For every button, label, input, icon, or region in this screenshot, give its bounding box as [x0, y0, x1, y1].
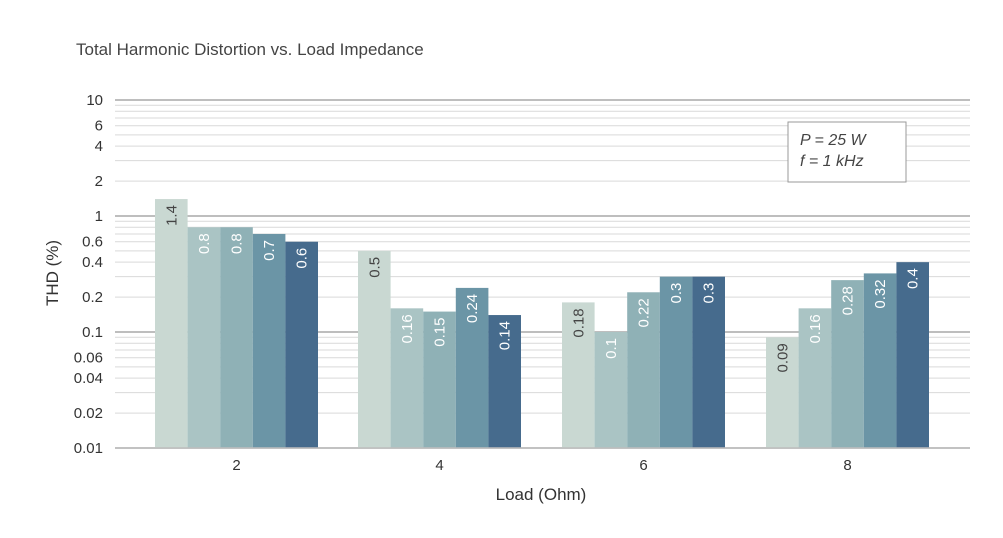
- annotation-box: P = 25 W f = 1 kHz: [787, 121, 907, 183]
- bar-value-label: 0.16: [399, 314, 416, 343]
- bar: [798, 308, 832, 448]
- bar-value-label: 0.8: [196, 233, 213, 254]
- bar: [187, 227, 221, 448]
- y-tick-label: 0.4: [82, 254, 103, 271]
- y-axis-label: THD (%): [43, 240, 62, 306]
- y-tick-label: 0.04: [74, 370, 103, 387]
- bar-value-label: 0.15: [432, 318, 449, 347]
- bar: [488, 315, 521, 448]
- bar-value-label: 0.22: [636, 298, 653, 327]
- y-tick-label: 0.06: [74, 350, 103, 367]
- bar-value-label: 0.14: [497, 321, 514, 350]
- bar: [627, 292, 660, 448]
- x-tick-labels: 2 4 6 8: [232, 457, 851, 474]
- bar-value-label: 0.24: [464, 294, 481, 323]
- y-tick-label: 0.6: [82, 234, 103, 251]
- y-tick-label: 2: [95, 173, 103, 190]
- bar-value-label: 0.4: [905, 268, 922, 289]
- x-tick-label: 8: [843, 457, 851, 474]
- bar-value-label: 0.16: [807, 314, 824, 343]
- bar-value-label: 0.5: [366, 257, 383, 278]
- y-tick-label: 0.1: [82, 324, 103, 341]
- y-tick-label: 4: [95, 138, 103, 155]
- bar-value-label: 0.8: [229, 233, 246, 254]
- y-tick-label: 10: [86, 92, 103, 109]
- bar-value-label: 0.3: [668, 283, 685, 304]
- bar-value-label: 0.3: [701, 283, 718, 304]
- y-tick-label: 0.02: [74, 405, 103, 422]
- bar-value-label: 1.4: [163, 205, 180, 226]
- y-tick-labels: 0.01 0.02 0.04 0.06 0.1 0.2 0.4 0.6 1 2 4 6 10: [74, 92, 103, 457]
- y-tick-label: 1: [95, 208, 103, 225]
- bar-value-label: 0.18: [570, 308, 587, 337]
- bar: [285, 241, 318, 448]
- chart-title: Total Harmonic Distortion vs. Load Imped…: [76, 40, 424, 59]
- bar: [594, 332, 628, 448]
- annotation-power: P = 25 W: [800, 132, 868, 149]
- bar: [220, 227, 253, 448]
- x-axis-label: Load (Ohm): [496, 485, 587, 504]
- bar: [692, 276, 725, 448]
- bar: [863, 273, 897, 448]
- bar: [155, 199, 188, 448]
- y-tick-label: 0.01: [74, 440, 103, 457]
- bar: [455, 287, 489, 448]
- y-tick-label: 6: [95, 118, 103, 135]
- x-tick-label: 4: [435, 457, 443, 474]
- bar: [390, 308, 424, 448]
- bar-value-label: 0.28: [840, 286, 857, 315]
- bar-value-label: 0.6: [294, 248, 311, 269]
- x-tick-label: 6: [639, 457, 647, 474]
- bar-value-label: 0.1: [603, 338, 620, 359]
- y-tick-label: 0.2: [82, 289, 103, 306]
- bar-value-label: 0.32: [872, 279, 889, 308]
- bar: [659, 276, 693, 448]
- bar: [766, 337, 799, 448]
- bar-value-label: 0.7: [261, 240, 278, 261]
- x-tick-label: 2: [232, 457, 240, 474]
- bar: [896, 262, 929, 448]
- bar-value-label: 0.09: [774, 343, 791, 372]
- bar: [423, 311, 456, 448]
- bar: [358, 250, 391, 448]
- annotation-frequency: f = 1 kHz: [800, 153, 864, 170]
- bar: [831, 280, 864, 448]
- bar: [562, 302, 595, 448]
- bars: 1.4 0.8 0.8 0.7 0.6 0.5 0.16 0.15 0.24 0.14 0.18 0.…: [155, 199, 929, 448]
- bar: [252, 233, 286, 448]
